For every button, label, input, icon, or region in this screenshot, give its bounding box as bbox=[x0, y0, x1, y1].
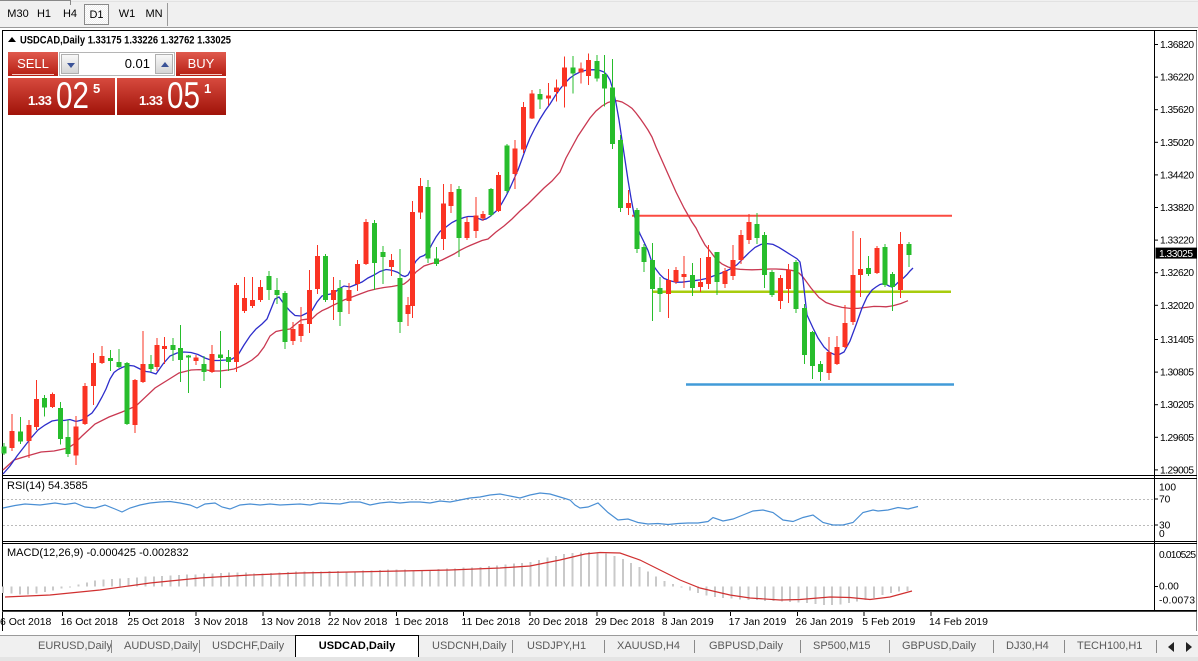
svg-text:1.30205: 1.30205 bbox=[1160, 400, 1194, 411]
svg-text:26 Jan 2019: 26 Jan 2019 bbox=[795, 616, 853, 628]
svg-text:70: 70 bbox=[1159, 495, 1171, 506]
svg-text:17 Jan 2019: 17 Jan 2019 bbox=[729, 616, 787, 628]
svg-text:29 Dec 2018: 29 Dec 2018 bbox=[595, 616, 655, 628]
svg-text:USDCAD,Daily 1.33175 1.33226: USDCAD,Daily 1.33175 1.33226 1.32762 1.3… bbox=[20, 35, 231, 47]
svg-text:30: 30 bbox=[1159, 521, 1171, 532]
svg-text:0.00: 0.00 bbox=[1159, 582, 1179, 593]
svg-text:3 Nov 2018: 3 Nov 2018 bbox=[194, 616, 248, 628]
svg-text:1.34420: 1.34420 bbox=[1160, 170, 1194, 181]
svg-text:MACD(12,26,9) -0.000425 -0.002: MACD(12,26,9) -0.000425 -0.002832 bbox=[7, 547, 189, 559]
svg-text:1.36220: 1.36220 bbox=[1160, 73, 1194, 84]
svg-text:1.32020: 1.32020 bbox=[1160, 301, 1194, 312]
svg-text:16 Oct 2018: 16 Oct 2018 bbox=[61, 616, 118, 628]
svg-text:100: 100 bbox=[1159, 483, 1176, 494]
svg-text:1.35020: 1.35020 bbox=[1160, 138, 1194, 149]
svg-text:20 Dec 2018: 20 Dec 2018 bbox=[528, 616, 588, 628]
svg-text:1.29605: 1.29605 bbox=[1160, 433, 1194, 444]
svg-text:1.30805: 1.30805 bbox=[1160, 368, 1194, 379]
svg-text:1.33025: 1.33025 bbox=[1159, 249, 1193, 260]
svg-text:1.33220: 1.33220 bbox=[1160, 236, 1194, 247]
svg-text:5 Feb 2019: 5 Feb 2019 bbox=[862, 616, 915, 628]
svg-text:8 Jan 2019: 8 Jan 2019 bbox=[662, 616, 714, 628]
svg-text:1.31405: 1.31405 bbox=[1160, 335, 1194, 346]
svg-text:1 Dec 2018: 1 Dec 2018 bbox=[395, 616, 449, 628]
svg-text:1.36820: 1.36820 bbox=[1160, 40, 1194, 51]
svg-text:1.35620: 1.35620 bbox=[1160, 105, 1194, 116]
svg-text:6 Oct 2018: 6 Oct 2018 bbox=[0, 616, 52, 628]
svg-text:0: 0 bbox=[1159, 529, 1165, 540]
svg-text:13 Nov 2018: 13 Nov 2018 bbox=[261, 616, 321, 628]
svg-text:-0.0073: -0.0073 bbox=[1159, 596, 1195, 607]
svg-text:RSI(14) 54.3585: RSI(14) 54.3585 bbox=[7, 480, 88, 492]
svg-text:14 Feb 2019: 14 Feb 2019 bbox=[929, 616, 988, 628]
svg-text:0.010525: 0.010525 bbox=[1159, 550, 1196, 561]
svg-text:11 Dec 2018: 11 Dec 2018 bbox=[461, 616, 520, 628]
svg-text:1.29005: 1.29005 bbox=[1160, 465, 1194, 476]
svg-text:22 Nov 2018: 22 Nov 2018 bbox=[328, 616, 388, 628]
svg-text:25 Oct 2018: 25 Oct 2018 bbox=[127, 616, 184, 628]
svg-text:1.33820: 1.33820 bbox=[1160, 203, 1194, 214]
svg-text:1.32620: 1.32620 bbox=[1160, 268, 1194, 279]
